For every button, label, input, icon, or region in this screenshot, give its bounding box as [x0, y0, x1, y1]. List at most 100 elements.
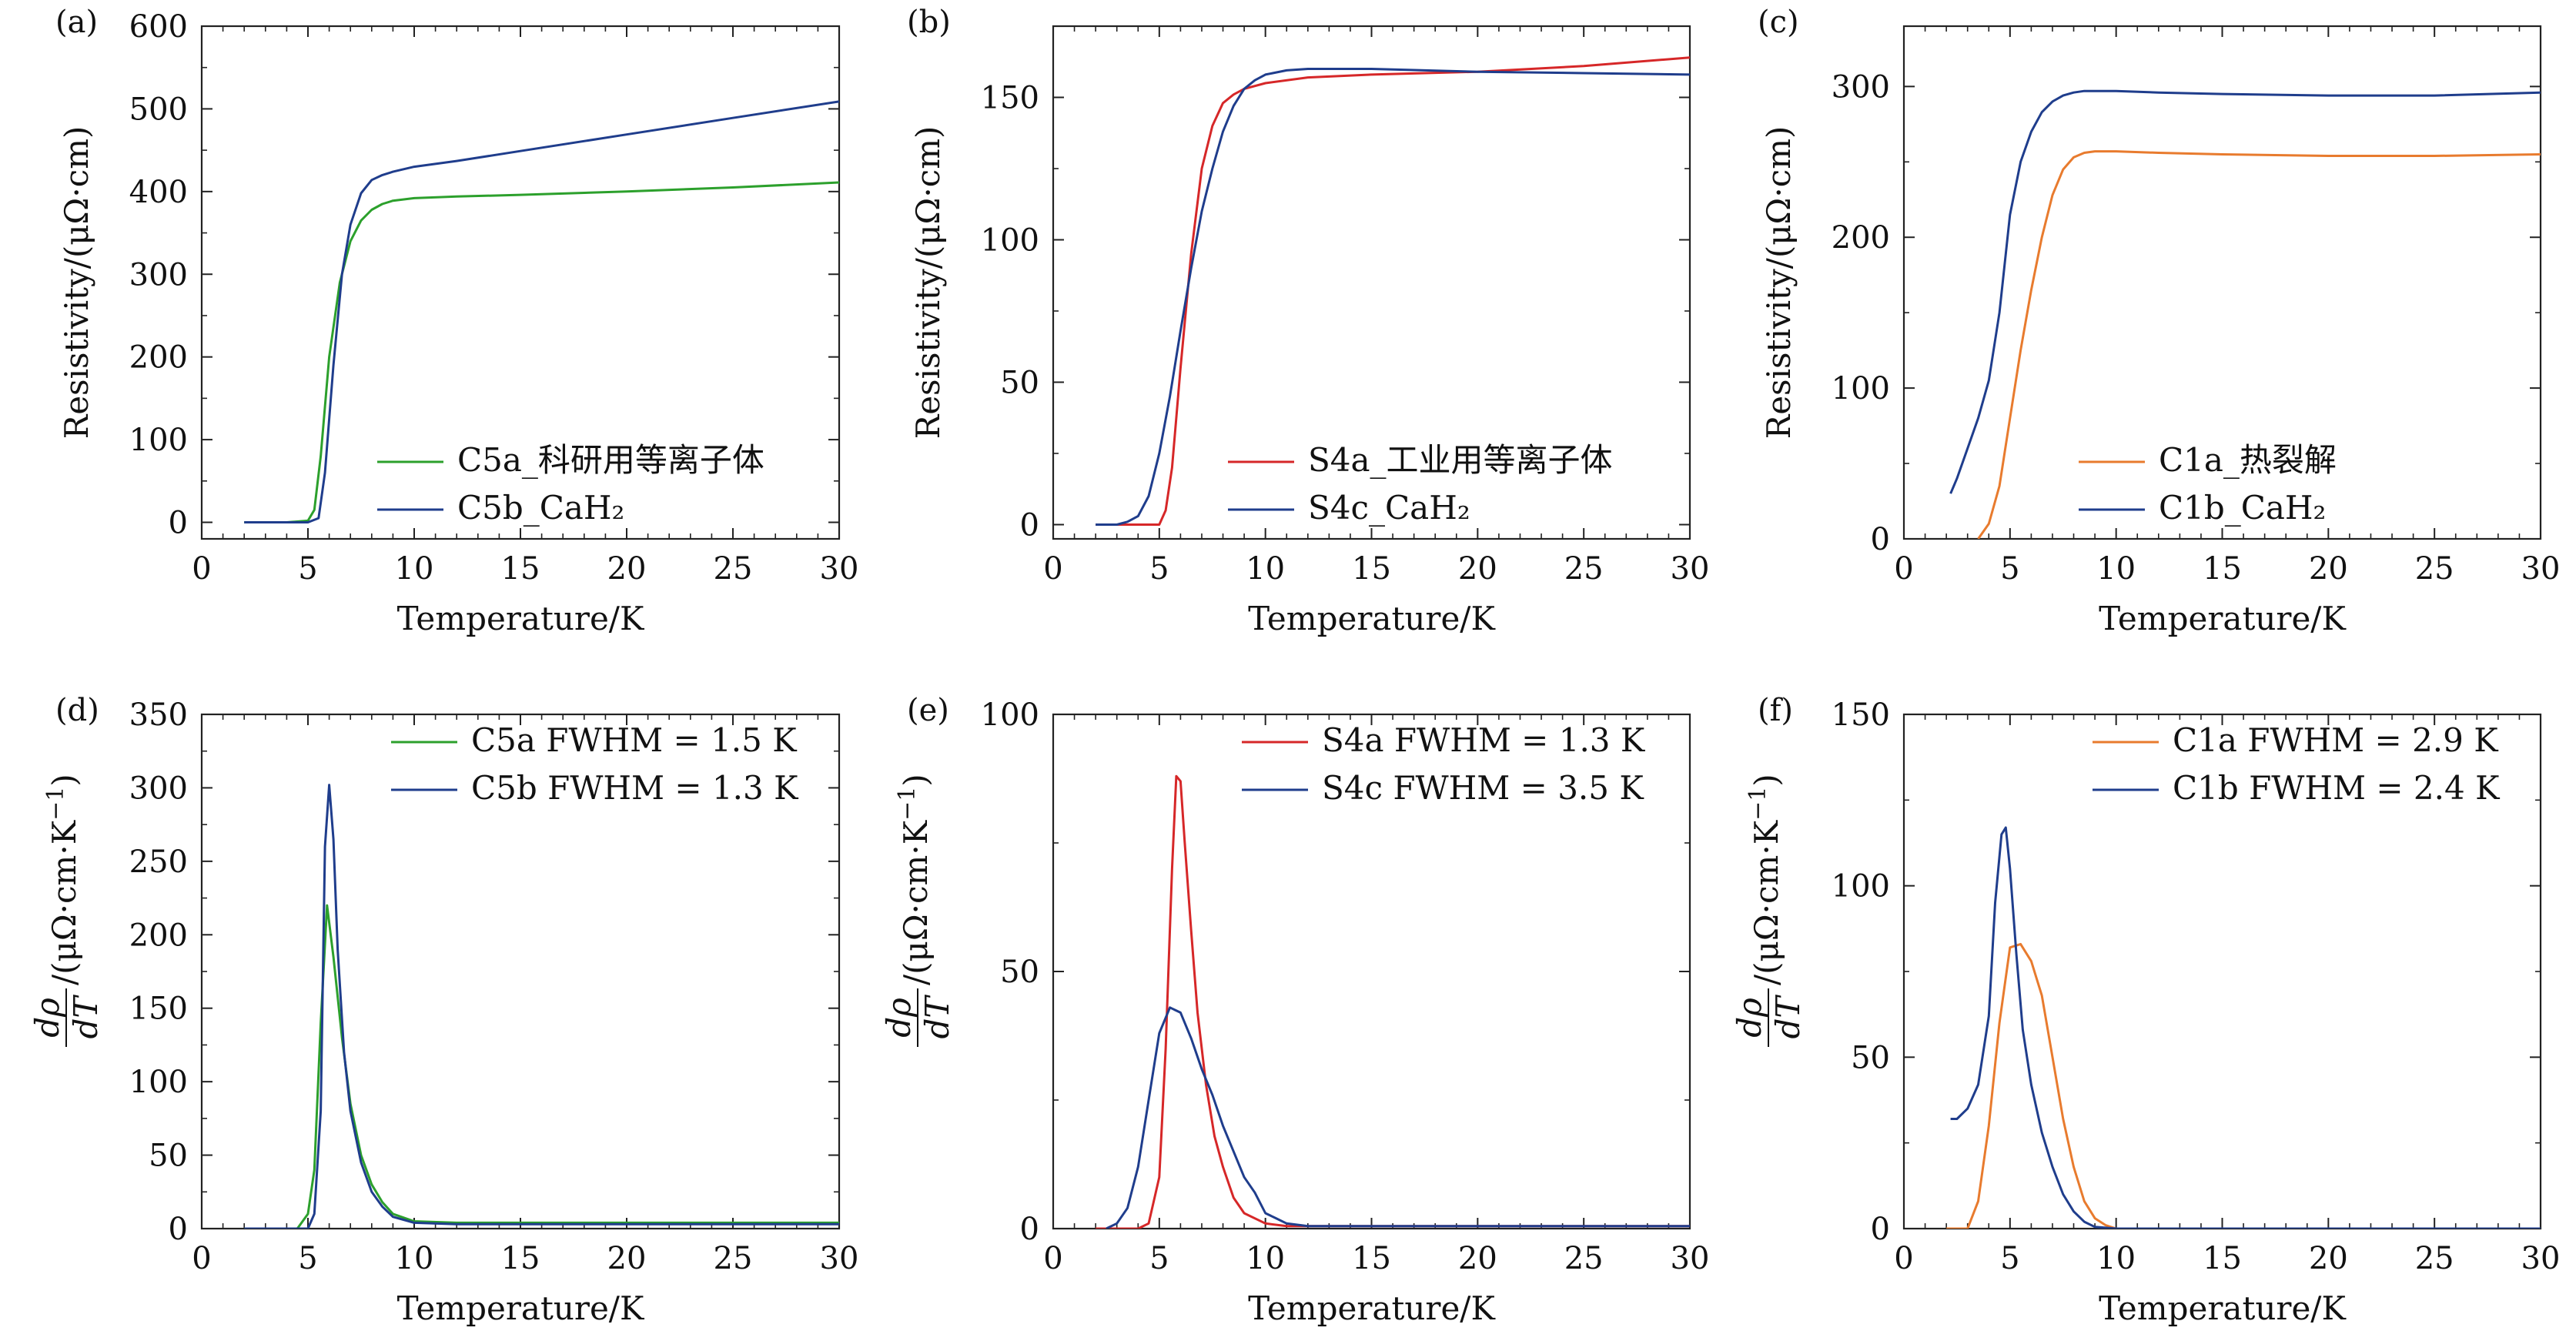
y-tick-label: 0 [1871, 522, 1890, 557]
y-axis-fraction-numerator: dρ [880, 998, 918, 1038]
y-axis-fraction-numerator: dρ [28, 998, 66, 1038]
panel-label: (b) [907, 5, 951, 40]
x-tick-label: 20 [2309, 1241, 2348, 1276]
y-tick-label: 100 [129, 1065, 188, 1100]
series-line-c1b [1950, 826, 2541, 1229]
y-tick-label: 150 [129, 992, 188, 1027]
x-tick-label: 25 [2415, 551, 2454, 587]
y-axis-unit-exponent: −1 [894, 787, 921, 821]
y-tick-label: 600 [129, 9, 188, 45]
legend-label-c5b: C5b_CaH₂ [457, 489, 624, 527]
panel-label: (f) [1758, 693, 1793, 728]
y-axis-unit-exponent: −1 [42, 787, 69, 821]
series-line-c5b [244, 100, 839, 523]
y-tick-label: 200 [1832, 220, 1890, 256]
y-tick-label: 250 [129, 844, 188, 880]
x-tick-label: 20 [1458, 551, 1497, 587]
x-tick-label: 10 [395, 551, 434, 587]
x-tick-label: 5 [2000, 1241, 2019, 1276]
y-tick-label: 0 [1020, 1212, 1039, 1247]
y-axis-fraction-numerator: dρ [1731, 998, 1768, 1038]
x-tick-label: 0 [1043, 1241, 1062, 1276]
y-tick-label: 100 [1832, 371, 1890, 406]
panel-label: (d) [55, 693, 99, 728]
y-tick-label: 0 [1020, 508, 1039, 543]
x-tick-label: 0 [192, 551, 211, 587]
x-tick-label: 25 [714, 551, 753, 587]
x-tick-label: 10 [2096, 551, 2136, 587]
series-line-c1b [1949, 89, 2541, 494]
y-tick-label: 300 [129, 257, 188, 293]
x-axis-title: Temperature/K [397, 600, 645, 637]
chart-panel-b: 0 5 10 15 20 25 30 0 50 100 150 (b) Temperature/K Res… [907, 5, 1709, 637]
x-tick-label: 25 [1564, 551, 1604, 587]
y-tick-label: 500 [129, 92, 188, 127]
x-axis-title: Temperature/K [1248, 600, 1496, 637]
x-tick-label: 20 [607, 1241, 647, 1276]
y-axis-unit-exponent: −1 [1745, 787, 1771, 821]
x-axis-title: Temperature/K [397, 1289, 645, 1327]
x-tick-label: 15 [501, 551, 540, 587]
y-tick-label: 200 [129, 918, 188, 953]
x-tick-label: 20 [2309, 551, 2348, 587]
y-axis-title: Resistivity/(μΩ·cm) [58, 126, 95, 440]
y-axis-title: dρ dT /(μΩ·cm·K−1) [28, 774, 105, 1047]
x-tick-label: 30 [2521, 1241, 2561, 1276]
x-tick-label: 20 [607, 551, 647, 587]
y-tick-label: 0 [169, 1212, 188, 1247]
y-tick-label: 50 [1851, 1040, 1890, 1075]
chart-panel-d: 0 5 10 15 20 25 30050100150200250300350(d)Temp… [28, 693, 858, 1327]
x-tick-label: 30 [1671, 1241, 1710, 1276]
legend-label-s4c: S4c FWHM = 3.5 K [1322, 769, 1644, 807]
x-tick-label: 15 [1352, 1241, 1391, 1276]
chart-panel-a: 0 5 10 15 20 25 300100200300400500600(a)Temper… [55, 5, 858, 637]
y-axis-fraction-denominator: dT [67, 995, 105, 1039]
y-tick-label: 300 [1832, 69, 1890, 105]
x-tick-label: 10 [395, 1241, 434, 1276]
x-tick-label: 25 [714, 1241, 753, 1276]
series-line-s4a [1096, 56, 1690, 526]
x-tick-label: 10 [1246, 551, 1285, 587]
x-tick-label: 15 [2203, 551, 2242, 587]
x-tick-label: 0 [1894, 1241, 1913, 1276]
legend-label-c1a: C1a_热裂解 [2159, 441, 2337, 479]
x-tick-label: 30 [1671, 551, 1710, 587]
y-axis-unit-text: /(μΩ·cm·K [45, 819, 83, 985]
legend-label-c5a: C5a_科研用等离子体 [457, 441, 764, 479]
chart-panel-e: 0 5 10 15 20 25 30 0 50 100 (e) Temperature/K dρ dT /(… [880, 693, 1709, 1327]
x-tick-label: 5 [298, 1241, 317, 1276]
y-tick-label: 400 [129, 175, 188, 210]
y-tick-label: 100 [129, 423, 188, 458]
x-tick-label: 15 [501, 1241, 540, 1276]
y-axis-title: Resistivity/(μΩ·cm) [909, 126, 947, 440]
y-tick-label: 100 [1832, 869, 1890, 905]
x-tick-label: 15 [1352, 551, 1391, 587]
y-axis-fraction-denominator: dT [1769, 995, 1807, 1039]
y-tick-label: 150 [981, 81, 1039, 116]
x-tick-label: 0 [1043, 551, 1062, 587]
legend-label-c1b: C1b FWHM = 2.4 K [2173, 769, 2501, 807]
panel-label: (a) [55, 5, 98, 40]
y-axis-unit-close: ) [1748, 774, 1785, 786]
y-axis-title: Resistivity/(μΩ·cm) [1760, 126, 1798, 440]
y-tick-label: 0 [1871, 1212, 1890, 1247]
x-axis-title: Temperature/K [2099, 1289, 2347, 1327]
legend-label-c1a: C1a FWHM = 2.9 K [2173, 721, 2499, 759]
x-tick-label: 25 [2415, 1241, 2454, 1276]
x-axis-title: Temperature/K [2099, 600, 2347, 637]
series-line-s4c [1096, 68, 1690, 526]
x-tick-label: 5 [1149, 551, 1169, 587]
panel-label: (c) [1758, 5, 1799, 40]
x-tick-label: 30 [820, 1241, 859, 1276]
series-line-c1a [1946, 942, 2541, 1229]
x-tick-label: 5 [2000, 551, 2019, 587]
series-line-c5a [244, 904, 839, 1229]
y-tick-label: 150 [1832, 697, 1890, 733]
y-axis-title: dρ dT /(μΩ·cm·K−1) [1731, 774, 1807, 1047]
series-line-s4a [1096, 774, 1690, 1229]
y-tick-label: 200 [129, 340, 188, 376]
panel-label: (e) [907, 693, 949, 728]
y-tick-label: 0 [169, 506, 188, 541]
chart-panel-c: 0 5 10 15 20 25 300100200300(c)Temperature/KRe… [1758, 5, 2560, 637]
